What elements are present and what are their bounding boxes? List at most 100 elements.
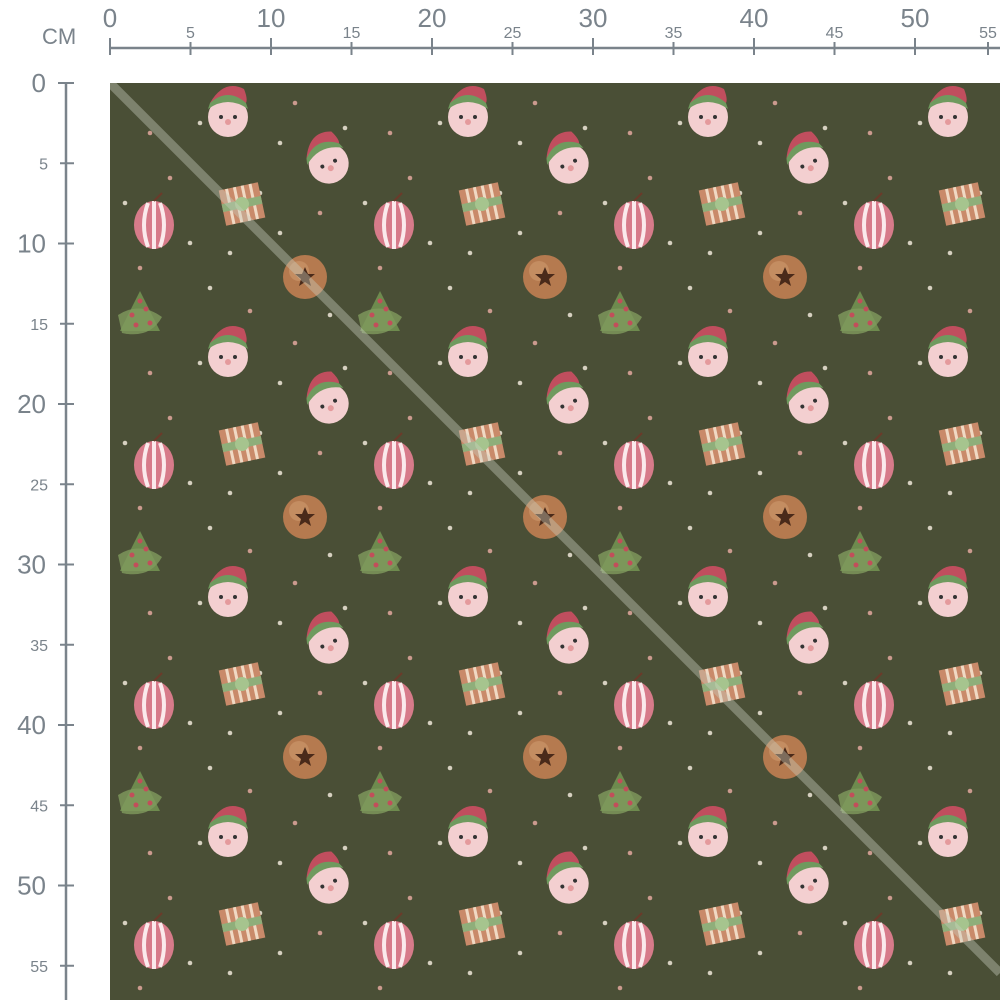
snow-dot	[327, 792, 333, 798]
elf-head-motif	[688, 806, 728, 857]
snow-dot	[517, 140, 523, 146]
snow-dot	[867, 850, 873, 856]
striped-ornament-motif	[854, 672, 894, 729]
gift-box-motif	[458, 182, 506, 226]
snow-dot	[707, 250, 713, 256]
snow-dot	[387, 610, 393, 616]
snow-dot	[517, 950, 523, 956]
ruler-label: 30	[579, 3, 608, 33]
snow-dot	[207, 525, 213, 531]
snow-dot	[967, 308, 973, 314]
ruler-label: 50	[17, 871, 46, 901]
snow-dot	[317, 930, 323, 936]
snow-dot	[407, 655, 413, 661]
elf-head-motif	[208, 566, 248, 617]
snow-dot	[362, 920, 368, 926]
snow-dot	[797, 210, 803, 216]
jingle-bell-motif	[763, 735, 807, 779]
snow-dot	[207, 285, 213, 291]
snow-dot	[167, 655, 173, 661]
snow-dot	[797, 690, 803, 696]
snow-dot	[247, 308, 253, 314]
elf-head-tilted-motif	[786, 611, 829, 664]
snow-dot	[617, 265, 623, 271]
snow-dot	[842, 440, 848, 446]
snow-dot	[467, 730, 473, 736]
elf-head-motif	[688, 566, 728, 617]
snow-dot	[917, 360, 923, 366]
snow-dot	[757, 950, 763, 956]
snow-dot	[327, 312, 333, 318]
snow-dot	[342, 605, 348, 611]
snow-dot	[207, 765, 213, 771]
snow-dot	[122, 200, 128, 206]
snow-dot	[887, 655, 893, 661]
jingle-bell-motif	[763, 255, 807, 299]
striped-ornament-motif	[134, 912, 174, 969]
snow-dot	[197, 840, 203, 846]
striped-ornament-motif	[614, 192, 654, 249]
snow-dot	[137, 265, 143, 271]
ruler-label: 0	[103, 3, 117, 33]
snow-dot	[842, 200, 848, 206]
striped-ornament-motif	[854, 912, 894, 969]
snow-dot	[667, 960, 673, 966]
elf-head-tilted-motif	[306, 851, 349, 904]
snow-dot	[247, 548, 253, 554]
elf-head-tilted-motif	[546, 371, 589, 424]
snow-dot	[947, 250, 953, 256]
snow-dot	[387, 370, 393, 376]
snow-dot	[917, 120, 923, 126]
snow-dot	[617, 505, 623, 511]
elf-head-motif	[448, 86, 488, 137]
snow-dot	[557, 930, 563, 936]
ruler-label: 25	[504, 25, 522, 42]
snow-dot	[857, 265, 863, 271]
snow-dot	[292, 100, 298, 106]
snow-dot	[197, 360, 203, 366]
snow-dot	[967, 548, 973, 554]
snow-dot	[887, 895, 893, 901]
ruler-label: 40	[17, 710, 46, 740]
snow-dot	[342, 365, 348, 371]
snow-dot	[677, 600, 683, 606]
snow-dot	[842, 680, 848, 686]
ruler-label: 45	[826, 25, 844, 42]
snow-dot	[407, 175, 413, 181]
snow-dot	[602, 440, 608, 446]
ruler-label: 10	[17, 229, 46, 259]
snow-dot	[887, 415, 893, 421]
gift-box-motif	[698, 422, 746, 466]
snow-dot	[927, 285, 933, 291]
snow-dot	[772, 580, 778, 586]
snow-dot	[822, 365, 828, 371]
snow-dot	[227, 490, 233, 496]
snow-dot	[187, 720, 193, 726]
snow-dot	[647, 655, 653, 661]
snow-dot	[147, 370, 153, 376]
christmas-tree-motif	[838, 771, 882, 815]
snow-dot	[437, 360, 443, 366]
snow-dot	[437, 600, 443, 606]
snow-dot	[757, 230, 763, 236]
snow-dot	[797, 450, 803, 456]
snow-dot	[427, 240, 433, 246]
snow-dot	[772, 340, 778, 346]
snow-dot	[822, 605, 828, 611]
snow-dot	[437, 120, 443, 126]
snow-dot	[362, 680, 368, 686]
striped-ornament-motif	[374, 432, 414, 489]
snow-dot	[617, 745, 623, 751]
ruler-label: 50	[901, 3, 930, 33]
ruler-label: 55	[30, 959, 48, 976]
christmas-tree-motif	[838, 531, 882, 575]
gift-box-motif	[938, 422, 986, 466]
snow-dot	[377, 985, 383, 991]
snow-dot	[647, 415, 653, 421]
snow-dot	[727, 308, 733, 314]
snow-dot	[147, 850, 153, 856]
snow-dot	[487, 788, 493, 794]
snow-dot	[317, 690, 323, 696]
gift-box-motif	[938, 902, 986, 946]
snow-dot	[667, 240, 673, 246]
